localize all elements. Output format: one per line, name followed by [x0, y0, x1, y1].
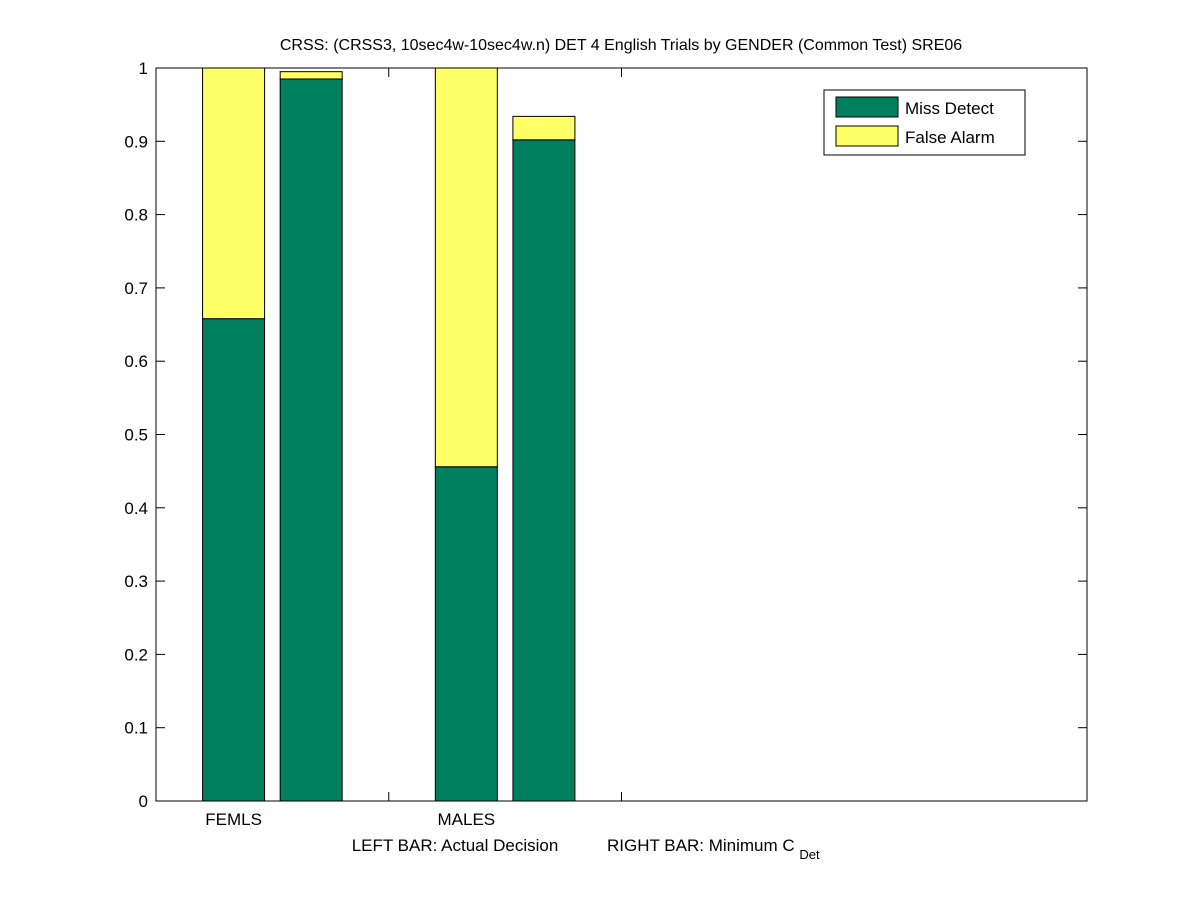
x-axis-label-right-subscript: Det [799, 847, 820, 862]
legend-label-false-alarm: False Alarm [905, 128, 995, 147]
x-category-label: MALES [438, 810, 496, 829]
y-tick-label: 0.1 [124, 719, 148, 738]
y-tick-label: 1 [139, 59, 148, 78]
bar-males-actual-false-alarm [434, 67, 498, 468]
bar-males-min-miss-detect [512, 139, 576, 802]
legend-label-miss-detect: Miss Detect [905, 99, 994, 118]
y-tick-label: 0.4 [124, 499, 148, 518]
y-tick-label: 0.2 [124, 645, 148, 664]
x-axis-label-right: RIGHT BAR: Minimum C Det [607, 836, 820, 862]
legend-swatch-false-alarm [835, 125, 899, 147]
x-category-label: FEMLS [205, 810, 262, 829]
legend-swatch-miss-detect [835, 96, 899, 118]
bar-femls-actual-miss-detect [202, 318, 266, 802]
y-tick-label: 0.7 [124, 279, 148, 298]
bar-males-actual-miss-detect [434, 466, 498, 802]
y-tick-label: 0.8 [124, 206, 148, 225]
y-tick-label: 0.5 [124, 426, 148, 445]
bar-femls-actual-false-alarm [202, 67, 266, 320]
y-tick-label: 0.9 [124, 132, 148, 151]
y-tick-label: 0 [139, 792, 148, 811]
bar-femls-min-miss-detect [279, 78, 343, 802]
y-tick-label: 0.3 [124, 572, 148, 591]
bar-males-min-false-alarm [512, 115, 576, 141]
chart-title: CRSS: (CRSS3, 10sec4w-10sec4w.n) DET 4 E… [280, 37, 962, 54]
axes-layer: 0 0.1 0.2 0.3 0.4 0.5 0.6 0.7 0.8 0.9 1 FEMLS MALES [124, 59, 1088, 829]
legend: Miss Detect False Alarm [823, 89, 1026, 156]
bars-layer [202, 67, 576, 802]
x-axis-label-left: LEFT BAR: Actual Decision [352, 836, 559, 855]
bar-femls-min-false-alarm [279, 71, 343, 80]
y-tick-label: 0.6 [124, 352, 148, 371]
x-axis-label-right-main: RIGHT BAR: Minimum C [607, 836, 795, 855]
